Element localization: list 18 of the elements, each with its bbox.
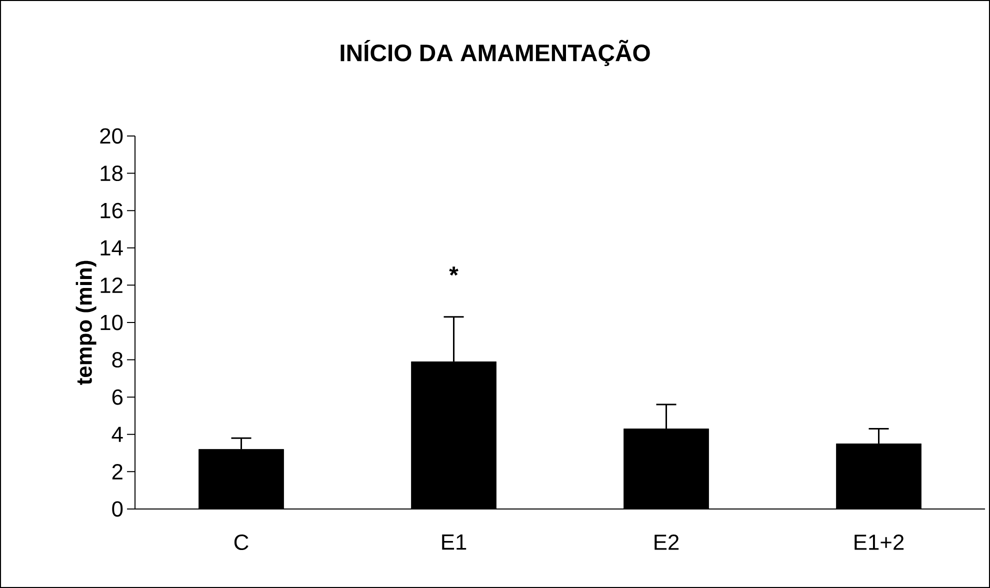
y-tick-label: 16 <box>100 202 123 218</box>
annotation: * <box>449 266 458 276</box>
chart-title: INÍCIO DA AMAMENTAÇÃO <box>340 40 650 66</box>
y-axis-title: tempo (min) <box>76 260 96 385</box>
y-tick-label: 0 <box>112 501 123 517</box>
y-tick-label: 18 <box>100 166 123 182</box>
x-tick-label: C <box>234 534 248 550</box>
x-tick-label: E1+2 <box>854 534 904 550</box>
y-tick-label: 20 <box>100 128 123 144</box>
y-tick-label: 2 <box>112 464 122 480</box>
y-tick-label: 8 <box>112 352 123 368</box>
y-tick-label: 6 <box>112 389 123 405</box>
y-tick-label: 10 <box>100 314 123 330</box>
y-tick-label: 4 <box>112 426 123 442</box>
x-tick-label: E1 <box>442 534 466 550</box>
y-tick-label: 12 <box>100 278 122 293</box>
y-tick-label: 14 <box>100 240 123 256</box>
x-tick-label: E2 <box>654 534 679 550</box>
